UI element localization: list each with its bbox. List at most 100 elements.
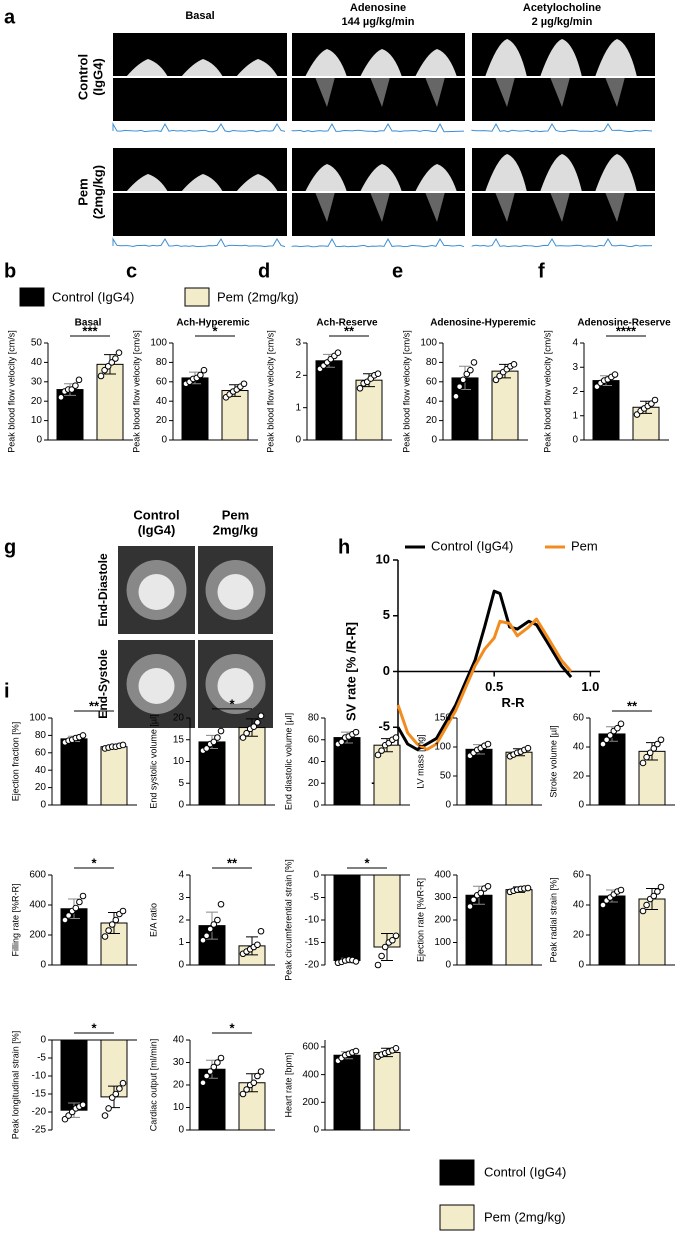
y-tick-label: -5 — [310, 892, 319, 903]
legend-label: Control (IgG4) — [484, 1164, 566, 1179]
y-tick-label: 400 — [434, 870, 451, 881]
doppler-flow — [415, 164, 457, 192]
data-point — [250, 1079, 258, 1087]
column-title: Control — [133, 507, 179, 522]
data-point — [254, 719, 261, 726]
y-axis-label: Peak blood flow velocity [cm/s] — [401, 330, 411, 453]
bar — [198, 1068, 226, 1131]
bar — [100, 746, 128, 806]
data-point — [250, 723, 258, 731]
data-point — [617, 886, 625, 894]
data-point — [459, 376, 467, 384]
y-tick-label: 80 — [426, 357, 438, 368]
row-label: End-Systole — [96, 649, 110, 719]
series-line — [396, 589, 573, 751]
data-point — [108, 921, 116, 928]
doppler-flow — [370, 192, 390, 222]
y-tick-label: 5 — [178, 778, 184, 789]
doppler-flow — [305, 49, 347, 77]
y-tick-label: 40 — [426, 396, 438, 407]
doppler-flow — [605, 192, 625, 222]
data-point — [484, 882, 492, 890]
y-tick-label: 40 — [573, 900, 585, 911]
data-point — [210, 1063, 218, 1071]
data-point — [199, 1079, 207, 1087]
y-tick-label: 10 — [31, 415, 43, 426]
data-point — [239, 734, 247, 741]
column-title: Basal — [185, 10, 214, 22]
data-point — [105, 927, 112, 934]
y-axis-label: Ejection fraction [%] — [10, 722, 20, 802]
y-tick-label: 400 — [302, 1069, 319, 1080]
bar — [373, 1051, 401, 1131]
y-tick-label: 20 — [35, 782, 47, 793]
data-point — [108, 359, 116, 366]
doppler-flow — [360, 49, 402, 77]
data-point — [217, 900, 225, 908]
row-label: End-Diastole — [96, 553, 110, 627]
y-tick-label: 0 — [313, 870, 319, 881]
y-tick-label: 20 — [573, 771, 585, 782]
data-point — [463, 370, 471, 378]
bar — [315, 360, 343, 441]
data-point — [217, 1054, 225, 1062]
doppler-flow — [305, 164, 347, 192]
y-tick-label: 50 — [31, 338, 43, 349]
legend-label: Pem — [571, 538, 598, 553]
data-point — [352, 958, 360, 965]
data-point — [654, 740, 661, 748]
significance: * — [229, 696, 235, 711]
y-axis-label: End systolic volume [µl] — [148, 714, 158, 808]
bar — [60, 738, 88, 806]
y-tick-label: -20 — [32, 1107, 47, 1118]
y-tick-label: 0 — [178, 800, 184, 811]
data-point — [646, 749, 654, 757]
y-tick-label: 20 — [31, 396, 43, 407]
y-tick-label: 3 — [178, 892, 184, 903]
y-tick-label: 0 — [40, 800, 46, 811]
significance: * — [229, 1020, 235, 1035]
y-tick-label: 150 — [434, 713, 451, 724]
doppler-flow — [126, 174, 168, 192]
bar — [60, 1039, 88, 1111]
doppler-flow — [485, 154, 527, 192]
row-label: (IgG4) — [90, 58, 105, 96]
data-point — [119, 907, 127, 915]
data-point — [206, 1068, 214, 1075]
column-title: 144 µg/kg/min — [342, 16, 415, 28]
legend-swatch — [439, 1159, 475, 1186]
data-point — [650, 745, 658, 752]
data-point — [392, 932, 400, 940]
data-point — [639, 907, 647, 915]
y-axis-label: Stroke volume [µl] — [548, 725, 558, 797]
data-point — [456, 383, 463, 390]
data-point — [115, 349, 123, 357]
significance: * — [91, 1020, 97, 1035]
significance: **** — [616, 323, 637, 338]
data-point — [197, 371, 204, 379]
bar — [505, 889, 533, 966]
data-point — [374, 751, 382, 759]
data-point — [112, 1090, 120, 1098]
significance: ** — [344, 323, 355, 338]
significance: ** — [627, 698, 638, 713]
data-point — [243, 729, 250, 737]
data-point — [651, 396, 659, 404]
doppler-flow — [415, 49, 457, 77]
y-axis-label: Peak blood flow velocity [cm/s] — [6, 330, 16, 453]
data-point — [524, 884, 532, 892]
y-tick-label: 60 — [308, 734, 320, 745]
data-point — [254, 1072, 261, 1080]
y-tick-label: 0 — [313, 1125, 319, 1136]
y-tick-label: 50 — [440, 771, 452, 782]
data-point — [452, 393, 460, 400]
significance: ** — [227, 855, 238, 870]
legend-label: Control (IgG4) — [52, 289, 134, 304]
y-tick-label: 400 — [29, 900, 46, 911]
doppler-flow — [495, 192, 515, 222]
data-point — [392, 1045, 400, 1052]
legend-swatch — [184, 287, 210, 307]
doppler-flow — [425, 77, 445, 107]
data-point — [75, 376, 83, 384]
data-point — [214, 734, 221, 741]
